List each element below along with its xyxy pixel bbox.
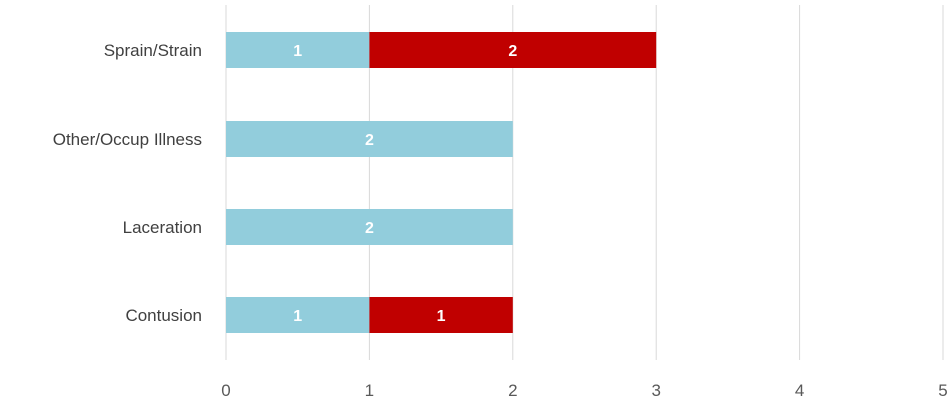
bar-segment-series-2 [369,32,657,68]
category-label: Sprain/Strain [104,41,202,60]
category-label: Laceration [123,218,202,237]
data-label: 1 [437,308,446,325]
data-label: 2 [508,43,517,60]
bar-segment-series-1 [226,32,370,68]
x-tick-label-0: 0 [221,381,230,400]
data-labels: 1 1 2 2 1 2 [293,43,517,325]
x-axis-tick-labels: 0 1 2 3 4 5 [221,381,947,400]
category-label: Contusion [125,306,202,325]
bar-segment-series-1 [226,297,370,333]
data-label: 1 [293,43,302,60]
category-label: Other/Occup Illness [53,130,202,149]
data-label: 2 [365,220,374,237]
data-label: 2 [365,132,374,149]
category-labels: Contusion Laceration Other/Occup Illness Sp… [53,41,202,325]
x-tick-label-2: 2 [508,381,517,400]
bar-segment-series-1 [226,209,513,245]
x-tick-label-5: 5 [938,381,947,400]
x-tick-label-3: 3 [651,381,660,400]
bar-segment-series-1 [226,121,513,157]
bars [226,32,657,333]
bar-segment-series-2 [369,297,513,333]
data-label: 1 [293,308,302,325]
x-tick-label-1: 1 [365,381,374,400]
x-tick-label-4: 4 [795,381,804,400]
